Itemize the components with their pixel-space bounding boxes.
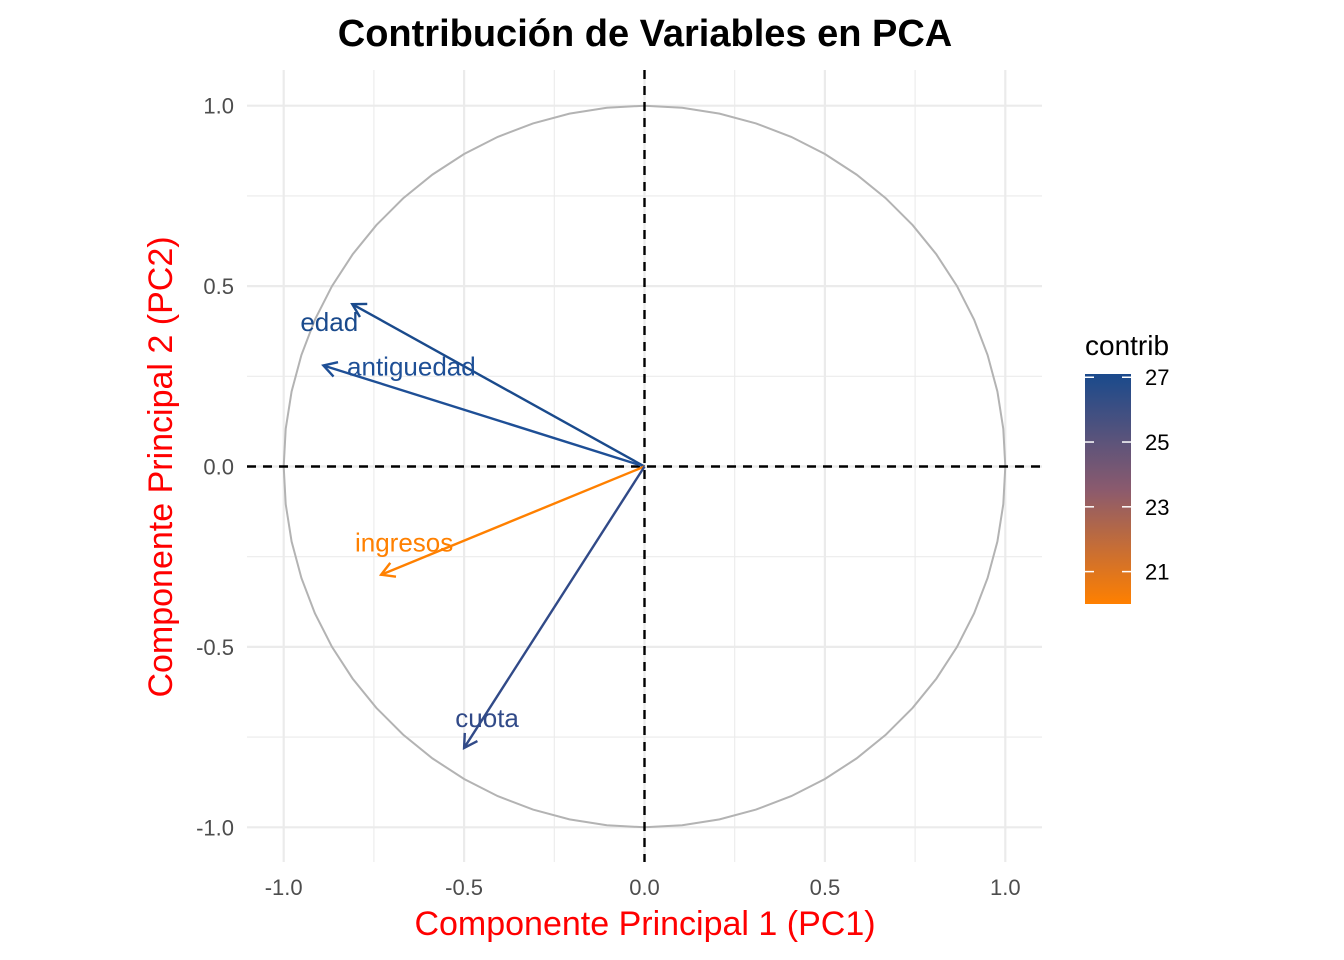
variable-cuota: cuota (455, 465, 646, 750)
variable-arrows: edad antiguedad ingresos cuota (300, 302, 646, 750)
legend-tick-label: 25 (1145, 430, 1169, 455)
legend-tick-label: 23 (1145, 495, 1169, 520)
arrowhead-antiguedad (321, 361, 339, 378)
reference-lines (247, 70, 1042, 862)
legend-colorbar (1085, 374, 1131, 604)
legend-title: contrib (1085, 330, 1169, 361)
chart-title: Contribución de Variables en PCA (338, 13, 952, 55)
arrow-shaft-antiguedad (323, 364, 645, 468)
label-cuota: cuota (455, 703, 519, 733)
x-tick-label: -1.0 (265, 875, 303, 900)
x-axis-title: Componente Principal 1 (PC1) (414, 905, 875, 943)
y-tick-label: -0.5 (196, 635, 234, 660)
arrow-shaft-ingresos (380, 465, 645, 576)
y-tick-label: 0.5 (203, 274, 234, 299)
arrowhead-edad (350, 302, 368, 318)
variable-antiguedad: antiguedad (321, 351, 645, 468)
variable-edad: edad (300, 302, 646, 468)
arrow-shaft-edad (351, 303, 646, 468)
arrowhead-cuota (462, 732, 478, 750)
label-ingresos: ingresos (355, 528, 453, 558)
y-tick-label: -1.0 (196, 815, 234, 840)
x-axis-ticks: -1.0 -0.5 0.0 0.5 1.0 (265, 875, 1021, 900)
label-antiguedad: antiguedad (347, 351, 476, 381)
label-edad: edad (300, 307, 358, 337)
y-tick-label: 1.0 (203, 94, 234, 119)
arrow-shaft-cuota (463, 465, 646, 749)
legend-tick-label: 27 (1145, 365, 1169, 390)
variable-ingresos: ingresos (355, 465, 645, 578)
x-tick-label: 1.0 (990, 875, 1021, 900)
x-tick-label: -0.5 (445, 875, 483, 900)
legend-ticks: 27 25 23 21 (1085, 365, 1169, 585)
x-tick-label: 0.0 (629, 875, 660, 900)
arrowhead-ingresos (378, 562, 397, 578)
legend: contrib 27 25 23 21 (1085, 330, 1169, 604)
legend-tick-label: 21 (1145, 560, 1169, 585)
x-tick-label: 0.5 (810, 875, 841, 900)
y-tick-label: 0.0 (203, 455, 234, 480)
y-axis-title: Componente Principal 2 (PC2) (142, 236, 180, 697)
y-axis-ticks: 1.0 0.5 0.0 -0.5 -1.0 (196, 94, 234, 841)
